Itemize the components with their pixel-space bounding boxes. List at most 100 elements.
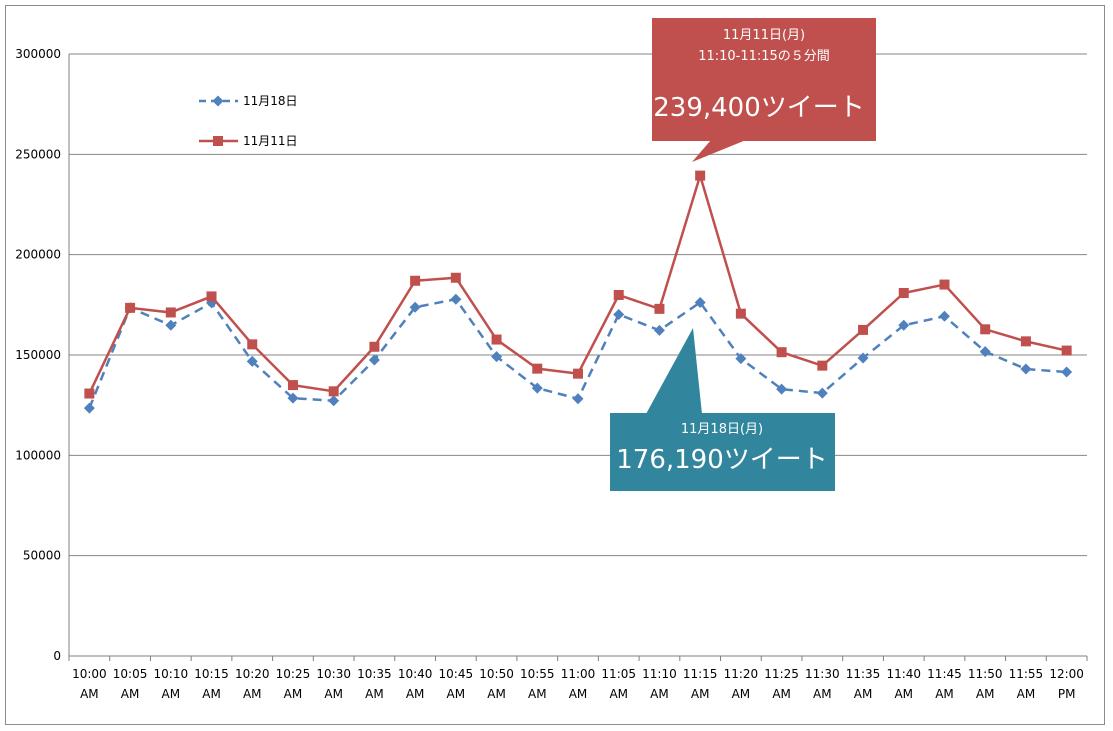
data-point — [410, 275, 421, 286]
y-tick-label: 50000 — [23, 549, 61, 563]
series-line — [88, 174, 1067, 395]
legend-label: 11月18日 — [243, 94, 298, 108]
red-callout: 11月11日(月) 11:10-11:15の５分間 239,400ツイート — [652, 18, 876, 162]
legend-label: 11月11日 — [243, 134, 298, 148]
callout-line1: 11月18日(月) — [681, 422, 763, 437]
legend-item: 11月18日 — [199, 94, 298, 108]
teal-callout: 11月18日(月) 176,190ツイート — [610, 328, 835, 491]
legend-marker — [212, 95, 224, 107]
x-tick-label: 11:55 AM — [1009, 667, 1044, 701]
series-2 — [84, 170, 1072, 399]
legend: 11月18日 11月11日 — [199, 94, 298, 148]
x-tick-label: 11:35 AM — [846, 667, 881, 701]
data-point — [694, 296, 706, 308]
series-line — [88, 297, 1067, 409]
data-point — [776, 383, 788, 395]
data-point — [206, 291, 217, 302]
data-point — [165, 319, 177, 331]
data-point — [816, 387, 828, 399]
data-point — [369, 341, 380, 352]
callout-line1: 11月11日(月) — [723, 28, 805, 43]
data-point — [613, 308, 625, 320]
data-point — [613, 290, 624, 301]
data-point — [695, 170, 706, 181]
y-tick-label: 250000 — [15, 147, 61, 161]
data-point — [572, 393, 584, 405]
x-tick-label: 11:20 AM — [724, 667, 759, 701]
data-point — [980, 324, 991, 335]
callout-box — [652, 18, 876, 141]
gridlines — [68, 53, 1087, 657]
data-point — [1061, 366, 1073, 378]
data-point — [735, 353, 747, 365]
x-tick-label: 10:45 AM — [439, 667, 474, 701]
x-tick-label: 10:30 AM — [316, 667, 351, 701]
callout-value: 176,190ツイート — [616, 445, 828, 475]
data-point — [531, 382, 543, 394]
data-point — [165, 307, 176, 318]
data-point — [653, 324, 665, 336]
x-tick-label: 11:10 AM — [642, 667, 677, 701]
x-tick-label: 10:00 AM — [72, 667, 107, 701]
data-point — [573, 368, 583, 379]
data-point — [1020, 336, 1031, 347]
y-tick-label: 200000 — [15, 248, 61, 262]
data-point — [328, 386, 339, 397]
data-point — [287, 380, 298, 391]
data-point — [83, 402, 95, 414]
line-chart: 0 50000 100000 150000 200000 250000 300000 10:… — [15, 18, 1088, 701]
x-tick-label: 10:35 AM — [357, 667, 392, 701]
y-axis-ticks: 0 50000 100000 150000 200000 250000 300000 — [15, 47, 61, 663]
x-tick-label: 10:15 AM — [194, 667, 229, 701]
data-point — [898, 319, 910, 331]
legend-item: 11月11日 — [199, 134, 298, 148]
data-point — [409, 301, 421, 313]
data-point — [287, 392, 299, 404]
data-point — [939, 279, 950, 290]
data-point — [125, 302, 136, 313]
x-tick-label: 10:05 AM — [113, 667, 148, 701]
data-point — [450, 293, 462, 305]
callout-box — [610, 413, 835, 491]
data-point — [857, 352, 869, 364]
x-tick-label: 11:45 AM — [927, 667, 962, 701]
x-tick-label: 10:20 AM — [235, 667, 270, 701]
x-tick-label: 10:10 AM — [154, 667, 189, 701]
x-tick-label: 11:05 AM — [601, 667, 636, 701]
data-point — [735, 308, 746, 319]
data-point — [1061, 345, 1072, 356]
data-point — [328, 395, 340, 407]
callout-value: 239,400ツイート — [653, 93, 865, 123]
data-point — [898, 287, 909, 298]
callout-pointer — [646, 328, 702, 414]
y-tick-label: 100000 — [15, 448, 61, 462]
x-tick-label: 10:55 AM — [520, 667, 555, 701]
callout-line2: 11:10-11:15の５分間 — [698, 49, 830, 64]
data-point — [938, 310, 950, 322]
data-point — [84, 388, 95, 399]
data-point — [817, 360, 828, 371]
x-tick-label: 12:00 PM — [1049, 667, 1084, 701]
data-point — [979, 346, 991, 358]
callouts: 11月11日(月) 11:10-11:15の５分間 239,400ツイート 11月18… — [610, 18, 876, 491]
data-point — [858, 324, 869, 335]
data-point — [246, 355, 258, 367]
callout-pointer — [692, 140, 746, 162]
x-tick-label: 10:50 AM — [479, 667, 514, 701]
x-tick-label: 11:50 AM — [968, 667, 1003, 701]
y-tick-label: 300000 — [15, 47, 61, 61]
x-tick-label: 11:30 AM — [805, 667, 840, 701]
x-tick-label: 10:25 AM — [276, 667, 311, 701]
x-tick-label: 11:00 AM — [561, 667, 596, 701]
data-point — [532, 363, 543, 374]
x-tick-label: 11:25 AM — [764, 667, 799, 701]
series-layer — [83, 170, 1073, 414]
x-tick-label: 11:40 AM — [886, 667, 921, 701]
data-point — [247, 339, 258, 350]
data-point — [776, 347, 787, 358]
data-point — [450, 272, 461, 283]
x-tick-label: 11:15 AM — [683, 667, 718, 701]
legend-marker — [213, 136, 223, 146]
y-tick-label: 150000 — [15, 348, 61, 362]
